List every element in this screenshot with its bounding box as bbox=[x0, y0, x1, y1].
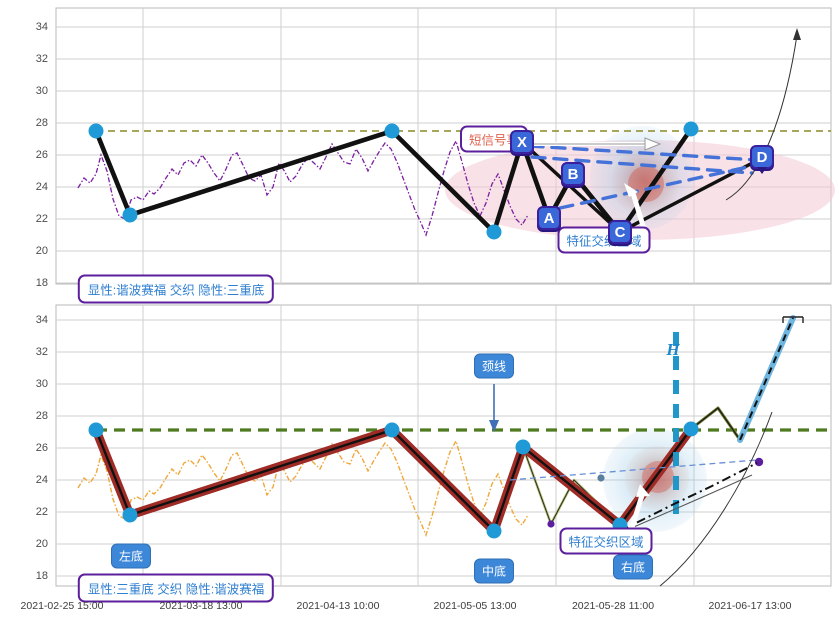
node-a[interactable]: A bbox=[537, 206, 561, 230]
y-tick-top-20: 20 bbox=[35, 245, 48, 257]
projection-dashdot bbox=[619, 462, 758, 532]
y-tick-bottom-32: 32 bbox=[35, 346, 48, 358]
annotation-mid-bottom[interactable]: 中底 bbox=[473, 558, 515, 584]
price-series-bottom bbox=[77, 439, 529, 538]
pivot-markers-top bbox=[88, 121, 699, 240]
bottom-chart-canvas bbox=[55, 304, 832, 587]
node-b[interactable]: B bbox=[561, 162, 585, 186]
y-tick-bottom-18: 18 bbox=[35, 570, 48, 582]
y-tick-bottom-28: 28 bbox=[35, 410, 48, 422]
y-tick-bottom-26: 26 bbox=[35, 442, 48, 454]
minor-pivot-2 bbox=[597, 474, 605, 482]
pivot-markers-bottom bbox=[88, 421, 699, 539]
guide-line-xd bbox=[528, 144, 759, 162]
minor-pivot-3 bbox=[754, 457, 764, 467]
x-tick-4: 2021-05-28 11:00 bbox=[571, 600, 655, 612]
legend-bottom: 显性:三重底 交织 隐性:谐波赛福 bbox=[77, 573, 275, 603]
annotation-neckline[interactable]: 颈线 bbox=[473, 353, 515, 379]
y-tick-bottom-30: 30 bbox=[35, 378, 48, 390]
x-tick-0: 2021-02-25 15:00 bbox=[20, 600, 104, 612]
top-chart-canvas bbox=[55, 7, 835, 285]
annotation-right-bottom[interactable]: 右底 bbox=[612, 554, 654, 580]
node-d[interactable]: D bbox=[750, 145, 774, 169]
guide-lines bbox=[528, 144, 759, 210]
projection-curve-1 bbox=[619, 474, 753, 534]
y-tick-bottom-22: 22 bbox=[35, 506, 48, 518]
continuation-black bbox=[690, 407, 741, 441]
x-tick-2: 2021-04-13 10:00 bbox=[296, 600, 380, 612]
forecast-arrow-top bbox=[793, 28, 801, 40]
halo-core bbox=[628, 166, 664, 202]
y-tick-bottom-34: 34 bbox=[35, 314, 48, 326]
y-tick-top-28: 28 bbox=[35, 117, 48, 129]
y-tick-top-26: 26 bbox=[35, 149, 48, 161]
pointer-arrows bbox=[524, 137, 662, 233]
price-series-top bbox=[77, 139, 529, 237]
breakout-line bbox=[739, 317, 794, 441]
y-tick-top-32: 32 bbox=[35, 53, 48, 65]
legend-top: 显性:谐波赛福 交织 隐性:三重底 bbox=[77, 274, 275, 304]
y-tick-bottom-24: 24 bbox=[35, 474, 48, 486]
resistance-line-bottom bbox=[509, 459, 758, 481]
x-tick-1: 2021-03-18 13:00 bbox=[159, 600, 243, 612]
node-c[interactable]: C bbox=[608, 220, 632, 244]
annotation-feature-zone-top[interactable]: 特征交织区域 bbox=[557, 226, 651, 254]
guide-line-ad bbox=[558, 163, 759, 210]
bottom-chart-panel: 34 32 30 28 26 24 22 20 18 颈线 左底 中底 右底 特… bbox=[0, 300, 839, 603]
top-chart-panel: 34 32 30 28 26 24 22 20 18 短信号事 特征交织区域 X… bbox=[0, 0, 839, 304]
y-tick-bottom-20: 20 bbox=[35, 538, 48, 550]
annotation-height-H: H bbox=[666, 340, 680, 359]
projection-curve-2 bbox=[659, 411, 773, 587]
annotation-feature-zone-bottom[interactable]: 特征交织区域 bbox=[559, 527, 653, 555]
x-tick-5: 2021-06-17 13:00 bbox=[708, 600, 792, 612]
guide-line-xd2 bbox=[530, 155, 754, 175]
forecast-curve-top bbox=[725, 34, 798, 201]
node-x[interactable]: X bbox=[510, 130, 534, 154]
neckline-pointer-head bbox=[489, 420, 499, 432]
minor-pivot-1 bbox=[547, 520, 555, 528]
y-tick-top-24: 24 bbox=[35, 181, 48, 193]
x-tick-3: 2021-05-05 13:00 bbox=[433, 600, 517, 612]
y-tick-top-22: 22 bbox=[35, 213, 48, 225]
y-tick-top-30: 30 bbox=[35, 85, 48, 97]
annotation-left-bottom[interactable]: 左底 bbox=[110, 543, 152, 569]
y-tick-top-18: 18 bbox=[35, 277, 48, 289]
y-tick-top-34: 34 bbox=[35, 21, 48, 33]
